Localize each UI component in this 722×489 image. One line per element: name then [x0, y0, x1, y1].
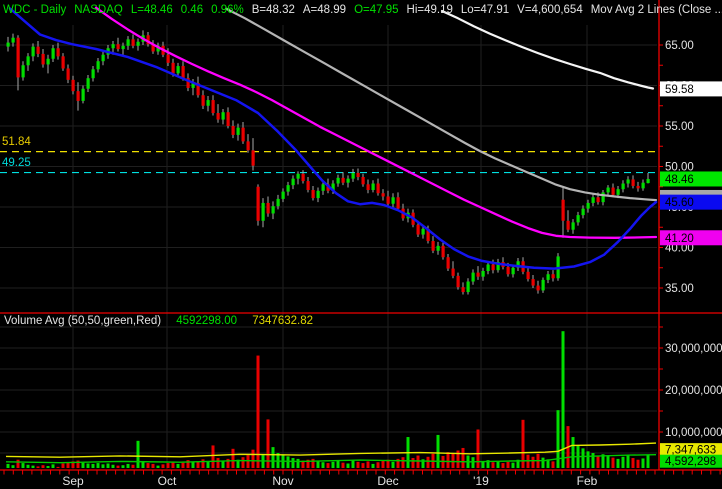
- vol-avg-green-badge: [660, 454, 722, 468]
- svg-text:20,000,000: 20,000,000: [665, 385, 722, 397]
- blue-ma-value-badge: [660, 194, 722, 210]
- svg-text:55.00: 55.00: [665, 121, 694, 133]
- price-alert-lines: [0, 150, 657, 174]
- white-ma-value-badge: [660, 81, 722, 97]
- svg-text:59.58: 59.58: [665, 84, 694, 96]
- month-label-Sep: Sep: [62, 474, 84, 488]
- header-bid: B=48.32: [251, 4, 295, 16]
- header-low: Lo=47.91: [460, 4, 510, 16]
- vol-avg-yellow-badge: [660, 443, 722, 457]
- volume-study-name: Volume Avg (50,50,green,Red): [4, 315, 162, 327]
- header-open: O=47.95: [354, 4, 399, 16]
- svg-text:35.00: 35.00: [665, 283, 694, 295]
- candlesticks: [6, 30, 650, 295]
- header-last-price: L=48.46: [130, 4, 173, 16]
- volume-avg-yellow-value: 7347632.82: [252, 315, 313, 327]
- header-symbol-timeframe: WDC - Daily: [3, 4, 67, 16]
- header-volume: V=4,600,654: [517, 4, 583, 16]
- svg-text:65.00: 65.00: [665, 40, 694, 52]
- time-axis-labels: Sep Oct Nov Dec '19 Feb: [62, 474, 597, 488]
- ma-blue-line: [8, 7, 658, 270]
- price-level-label-lower: 49.25: [2, 157, 31, 169]
- header-study-label: Mov Avg 2 Lines (Close ...: [590, 4, 722, 16]
- price-badges: 59.58 45.60 48.46 41.20: [660, 81, 722, 246]
- vol-avg-green-line: [5, 454, 657, 464]
- volume-bars: [6, 331, 650, 468]
- volume-axis-labels: 30,000,000 20,000,000 10,000,000: [665, 343, 722, 439]
- svg-text:30,000,000: 30,000,000: [665, 343, 722, 355]
- header-ask: A=48.99: [302, 4, 347, 16]
- header-high: Hi=49.19: [406, 4, 453, 16]
- svg-text:7,347,633: 7,347,633: [665, 445, 716, 457]
- header-change: 0.46: [180, 4, 204, 16]
- svg-text:10,000,000: 10,000,000: [665, 427, 722, 439]
- svg-text:48.46: 48.46: [665, 174, 694, 186]
- ma-white-line: [440, 9, 655, 90]
- axes: [0, 0, 722, 475]
- month-label-Dec: Dec: [377, 474, 398, 488]
- price-level-label-upper: 51.84: [2, 136, 31, 148]
- svg-text:45.60: 45.60: [665, 197, 694, 209]
- gridlines: [0, 25, 657, 469]
- header-change-percent: 0.96%: [211, 4, 244, 16]
- vol-avg-yellow-line: [5, 442, 657, 458]
- quote-header: WDC - Daily NASDAQ L=48.46 0.46 0.96% B=48.32…: [3, 3, 722, 17]
- svg-text:50.00: 50.00: [665, 162, 694, 174]
- month-label-Oct: Oct: [158, 474, 177, 488]
- volume-study-label: Volume Avg (50,50,green,Red) 4592298.00 …: [4, 315, 313, 327]
- month-label-19: '19: [473, 474, 489, 488]
- volume-avg-green-value: 4592298.00: [176, 315, 238, 327]
- month-label-Feb: Feb: [577, 474, 598, 488]
- header-exchange: NASDAQ: [74, 4, 123, 16]
- svg-text:41.20: 41.20: [665, 233, 694, 245]
- magenta-ma-value-badge: [660, 230, 722, 246]
- month-label-Nov: Nov: [272, 474, 293, 488]
- svg-text:40.00: 40.00: [665, 243, 694, 255]
- svg-text:4,592,298: 4,592,298: [665, 456, 716, 468]
- last-price-badge: [660, 171, 722, 187]
- ma-magenta-line: [94, 6, 658, 239]
- ma-gray-line: [224, 7, 658, 202]
